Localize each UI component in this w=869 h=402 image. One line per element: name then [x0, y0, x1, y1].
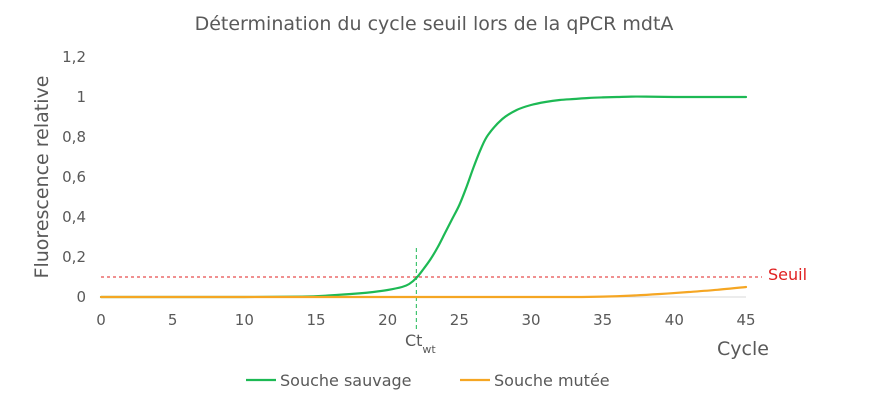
series-line-1 [99, 95, 748, 299]
x-tick-label: 10 [235, 311, 254, 329]
y-axis-title: Fluorescence relative [31, 76, 53, 279]
y-tick-label: 0,8 [62, 128, 86, 146]
legend-label: Souche sauvage [280, 371, 412, 390]
x-axis-title: Cycle [717, 338, 769, 360]
y-tick-label: 0,6 [62, 168, 86, 186]
x-tick-label: 30 [521, 311, 540, 329]
x-tick-label: 15 [306, 311, 325, 329]
ct-label-main: Ct [405, 331, 422, 350]
x-tick-label: 35 [593, 311, 612, 329]
x-axis-ticks: 0 5 10 15 20 25 30 35 40 45 [96, 311, 755, 329]
series-lines [99, 95, 748, 299]
x-tick-label: 5 [168, 311, 178, 329]
y-tick-label: 1,2 [62, 48, 86, 66]
y-tick-label: 0 [76, 288, 86, 306]
x-tick-label: 45 [736, 311, 755, 329]
y-tick-label: 0,4 [62, 208, 86, 226]
x-tick-label: 20 [378, 311, 397, 329]
x-tick-label: 40 [665, 311, 684, 329]
x-tick-label: 0 [96, 311, 106, 329]
y-tick-label: 0,2 [62, 248, 86, 266]
y-axis-ticks: 0 0,2 0,4 0,6 0,8 1 1,2 [62, 48, 86, 306]
x-tick-label: 25 [450, 311, 469, 329]
series-line-2 [99, 285, 748, 299]
ct-label: Ctwt [405, 331, 436, 356]
chart-title: Détermination du cycle seuil lors de la … [195, 13, 674, 35]
ct-label-sub: wt [422, 343, 436, 356]
legend: Souche sauvage Souche mutée [246, 371, 610, 390]
legend-label: Souche mutée [494, 371, 610, 390]
y-tick-label: 1 [76, 88, 86, 106]
threshold-label: Seuil [768, 265, 807, 284]
